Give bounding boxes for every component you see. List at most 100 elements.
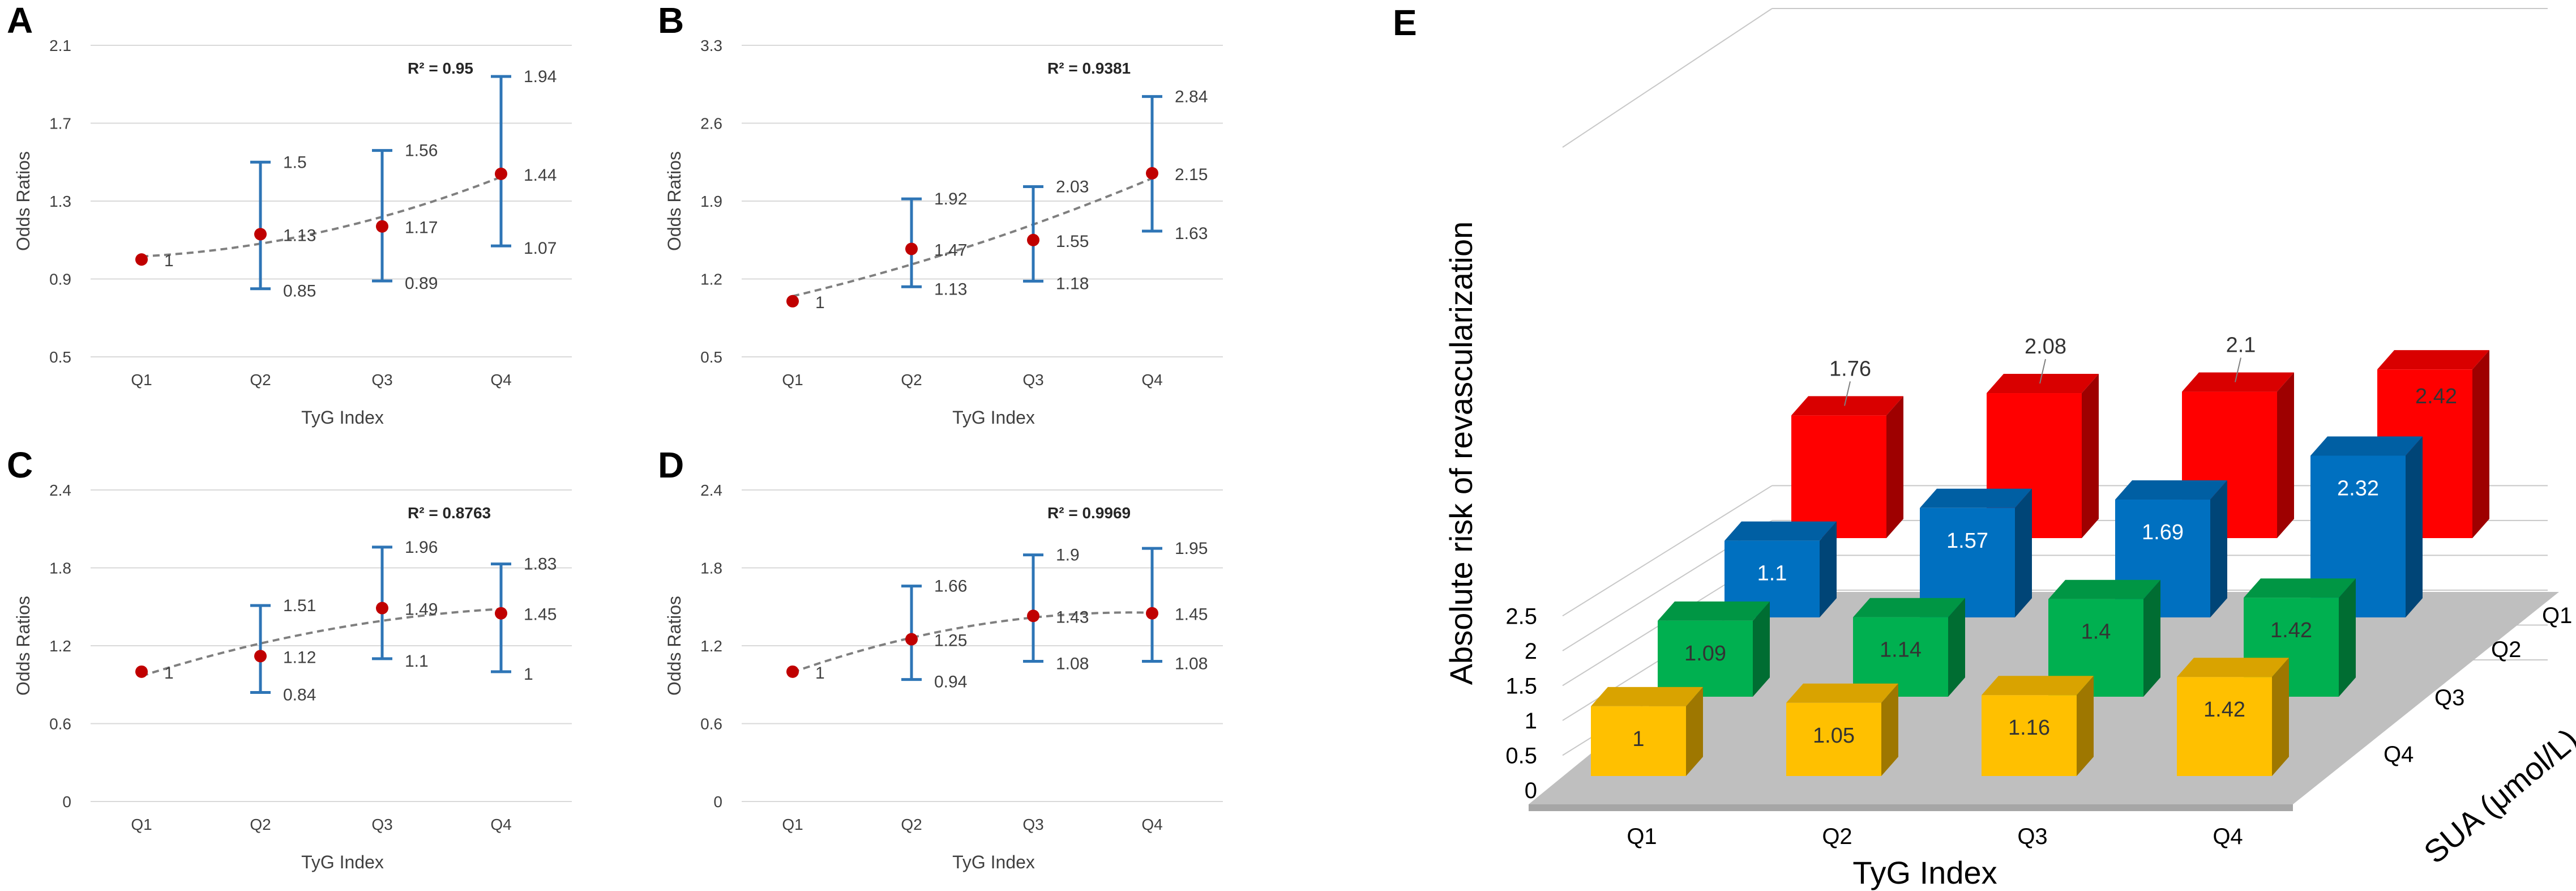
bar-value-label: 1.14 [1880,638,1922,662]
bar-top [2115,480,2227,500]
bar-q1-q3 [1982,676,2094,776]
y-tick-label: 1.7 [49,115,71,133]
y-axis-title: Absolute risk of revascularization [1443,221,1479,685]
bar-side [2143,579,2160,697]
bar-value-label: 1.05 [1813,724,1855,748]
upper-ci-label: 1.51 [283,596,316,615]
data-point [376,220,388,233]
chart-floor-edge [1529,804,2293,811]
y-tick-label: 1.8 [700,560,722,577]
bar-value-label: 1.57 [1946,529,1988,553]
bar-q2-q2 [1853,598,1965,697]
bar-q4-q3 [2182,372,2294,538]
bar-value-label: 1.09 [1684,642,1726,666]
lower-ci-label: 1.08 [1175,655,1208,673]
bar-value-label: 1.42 [2270,619,2312,642]
bar-side [1686,687,1703,776]
bar-side [2077,676,2094,776]
upper-ci-label: 2.84 [1175,87,1208,106]
y-axis-title: Odds Ratios [664,151,684,251]
lower-ci-label: 0.85 [283,282,316,301]
y-tick-label: 1.5 [1505,673,1537,698]
value-label: 1 [164,251,174,270]
data-point [905,633,918,646]
bar-top [2377,350,2489,370]
bar-top [2310,436,2423,456]
panel-letter: A [7,0,33,41]
bar-side [1886,396,1903,538]
x-tick-label: Q4 [490,371,511,389]
r-squared-label: R² = 0.9969 [1047,504,1131,522]
y-tick-label: 2.6 [700,115,722,133]
bar-q1-q2 [1786,683,1898,776]
y-tick-label: 2.1 [49,37,71,54]
data-point [495,167,507,180]
y-tick-label: 1 [1525,709,1537,734]
bar-value-label: 1.42 [2203,698,2245,722]
bar-top [1658,601,1770,621]
data-point [254,650,267,663]
upper-ci-label: 1.95 [1175,539,1208,558]
x-axis-title: TyG Index [301,407,384,428]
x-tick-label: Q2 [1822,824,1852,849]
x-tick-label: Q4 [1141,371,1162,389]
panel-d: D 0 0.6 1.2 1.8 2.4 Q1 Q2 Q3 Q4 TyG Index Odds Rati… [658,445,1223,872]
value-label: 1.13 [283,226,316,245]
y-tick-label: 0 [1525,778,1537,803]
bar-value-label: 1.69 [2142,521,2184,544]
x-tick-label: Q2 [250,371,271,389]
y-tick-label: 0.9 [49,271,71,288]
data-point [905,242,918,255]
upper-ci-label: 1.66 [934,577,967,596]
panel-letter: E [1393,2,1417,43]
y-tick-label: 2.5 [1505,604,1537,629]
data-point [786,295,799,308]
y-tick-label: 2 [1525,639,1537,664]
y-tick-label: 1.3 [49,193,71,210]
upper-ci-label: 1.94 [524,67,557,86]
lower-ci-label: 1.08 [1056,655,1089,673]
x-tick-label: Q2 [250,816,271,833]
bar-value-label: 1.76 [1829,357,1871,381]
r-squared-label: R² = 0.9381 [1047,59,1131,77]
x-tick-label: Q2 [901,371,922,389]
data-point [135,665,148,678]
lower-ci-label: 0.89 [405,274,438,293]
trendline [141,608,502,677]
panel-b: B 0.5 1.2 1.9 2.6 3.3 Q1 Q2 Q3 Q4 TyG Index Odds Ra… [658,0,1223,428]
value-label: 1 [815,293,825,312]
bar-value-label: 1.4 [2081,620,2111,644]
y-tick-label: 0 [62,793,71,811]
data-point [786,665,799,678]
bar-value-label: 2.42 [2415,385,2457,408]
bar-top [1982,676,2094,696]
lower-ci-label: 1.07 [524,239,557,258]
data-point [254,228,267,241]
lower-ci-label: 1 [524,665,533,684]
y-tick-label: 0.5 [700,348,722,366]
depth-tick-label: Q4 [2384,742,2414,767]
value-label: 2.15 [1175,165,1208,184]
gridline [1562,8,1773,148]
x-tick-label: Q3 [1022,816,1043,833]
y-tick-label: 2.4 [700,481,722,499]
x-axis-title: TyG Index [952,852,1035,872]
value-label: 1 [815,664,825,683]
bar-value-label: 2.1 [2226,334,2256,357]
value-label: 1.12 [283,648,316,667]
x-axis-title: TyG Index [301,852,384,872]
value-label: 1.44 [524,166,557,185]
r-squared-label: R² = 0.8763 [408,504,491,522]
y-axis-title: Odds Ratios [13,151,33,251]
x-tick-label: Q3 [2017,824,2047,849]
bar-top [1987,374,2099,394]
data-point [495,607,507,620]
value-label: 1 [164,664,174,683]
x-axis-title: TyG Index [1852,855,1997,890]
bar-q1-q1 [1591,687,1703,776]
x-tick-label: Q1 [131,371,152,389]
y-tick-label: 0.6 [49,715,71,733]
value-label: 1.47 [934,241,967,259]
x-tick-label: Q2 [901,816,922,833]
